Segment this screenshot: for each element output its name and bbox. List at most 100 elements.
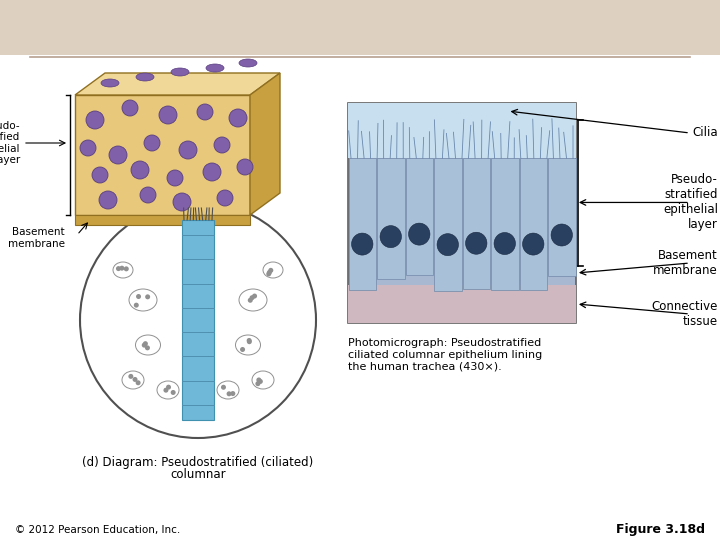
Circle shape — [134, 302, 139, 308]
Circle shape — [159, 106, 177, 124]
Bar — [462, 158, 490, 289]
Circle shape — [227, 392, 232, 396]
Ellipse shape — [171, 68, 189, 76]
Circle shape — [258, 379, 263, 384]
Circle shape — [140, 187, 156, 203]
Circle shape — [266, 272, 271, 276]
Text: Photomicrograph: Pseudostratified
ciliated columnar epithelium lining
the human : Photomicrograph: Pseudostratified ciliat… — [348, 338, 542, 371]
Circle shape — [221, 385, 226, 390]
Bar — [348, 103, 576, 323]
Bar — [348, 285, 576, 323]
Polygon shape — [250, 73, 280, 215]
Ellipse shape — [206, 64, 224, 72]
Circle shape — [248, 298, 253, 303]
Ellipse shape — [239, 289, 267, 311]
Circle shape — [171, 390, 176, 395]
Bar — [434, 158, 462, 291]
Text: © 2012 Pearson Education, Inc.: © 2012 Pearson Education, Inc. — [15, 525, 180, 535]
Circle shape — [128, 374, 133, 379]
Circle shape — [167, 170, 183, 186]
Circle shape — [173, 193, 191, 211]
Ellipse shape — [101, 79, 119, 87]
Circle shape — [80, 140, 96, 156]
Ellipse shape — [122, 371, 144, 389]
Ellipse shape — [380, 226, 402, 248]
Text: Pseudo-
stratified
epithelial
layer: Pseudo- stratified epithelial layer — [0, 120, 20, 165]
Ellipse shape — [408, 223, 430, 245]
Circle shape — [136, 294, 141, 299]
Bar — [405, 158, 433, 275]
Bar — [0, 0, 720, 55]
Ellipse shape — [351, 233, 373, 255]
Circle shape — [230, 391, 235, 396]
Text: Cilia: Cilia — [693, 126, 718, 139]
Circle shape — [240, 347, 245, 352]
Bar — [377, 158, 405, 279]
Ellipse shape — [437, 234, 459, 255]
Ellipse shape — [551, 224, 572, 246]
Text: columnar: columnar — [170, 468, 226, 481]
Text: Basement
membrane: Basement membrane — [653, 249, 718, 277]
Ellipse shape — [157, 381, 179, 399]
Ellipse shape — [235, 335, 261, 355]
Ellipse shape — [252, 371, 274, 389]
Ellipse shape — [494, 233, 516, 254]
Ellipse shape — [217, 381, 239, 399]
Ellipse shape — [263, 262, 283, 278]
Bar — [182, 220, 214, 420]
Text: (d) Diagram: Pseudostratified (ciliated): (d) Diagram: Pseudostratified (ciliated) — [82, 456, 314, 469]
Circle shape — [256, 381, 261, 386]
Circle shape — [92, 167, 108, 183]
Ellipse shape — [135, 335, 161, 355]
Circle shape — [132, 377, 138, 382]
Circle shape — [143, 341, 148, 346]
Ellipse shape — [466, 232, 487, 254]
Circle shape — [145, 294, 150, 299]
Text: Pseudo-
stratified
epithelial
layer: Pseudo- stratified epithelial layer — [663, 173, 718, 232]
Text: Connective
tissue: Connective tissue — [652, 300, 718, 328]
Ellipse shape — [523, 233, 544, 255]
Circle shape — [250, 295, 255, 300]
Circle shape — [145, 346, 150, 350]
Circle shape — [116, 266, 121, 271]
Circle shape — [197, 104, 213, 120]
Circle shape — [229, 109, 247, 127]
Circle shape — [142, 343, 147, 348]
Circle shape — [131, 161, 149, 179]
Bar — [520, 158, 547, 291]
Circle shape — [179, 141, 197, 159]
Circle shape — [214, 137, 230, 153]
Ellipse shape — [239, 59, 257, 67]
Ellipse shape — [136, 73, 154, 81]
Circle shape — [217, 190, 233, 206]
Bar — [348, 103, 576, 158]
Circle shape — [163, 388, 168, 393]
Circle shape — [122, 100, 138, 116]
Circle shape — [247, 338, 252, 343]
Circle shape — [252, 294, 257, 299]
Circle shape — [166, 384, 171, 390]
Bar — [491, 158, 518, 289]
Circle shape — [247, 339, 252, 344]
Ellipse shape — [113, 262, 133, 278]
Circle shape — [80, 202, 316, 438]
Circle shape — [120, 266, 125, 271]
Circle shape — [109, 146, 127, 164]
Text: Basement
membrane: Basement membrane — [8, 227, 65, 249]
Circle shape — [135, 380, 140, 385]
Polygon shape — [75, 95, 250, 215]
Circle shape — [99, 191, 117, 209]
Circle shape — [256, 377, 261, 382]
Circle shape — [86, 111, 104, 129]
Circle shape — [267, 270, 272, 275]
Circle shape — [203, 163, 221, 181]
Polygon shape — [75, 73, 280, 95]
Ellipse shape — [129, 289, 157, 311]
Bar — [75, 215, 250, 225]
Circle shape — [237, 159, 253, 175]
Bar — [548, 158, 575, 276]
Text: Figure 3.18d: Figure 3.18d — [616, 523, 705, 537]
Bar — [348, 158, 376, 291]
Circle shape — [144, 135, 160, 151]
Circle shape — [269, 268, 274, 273]
